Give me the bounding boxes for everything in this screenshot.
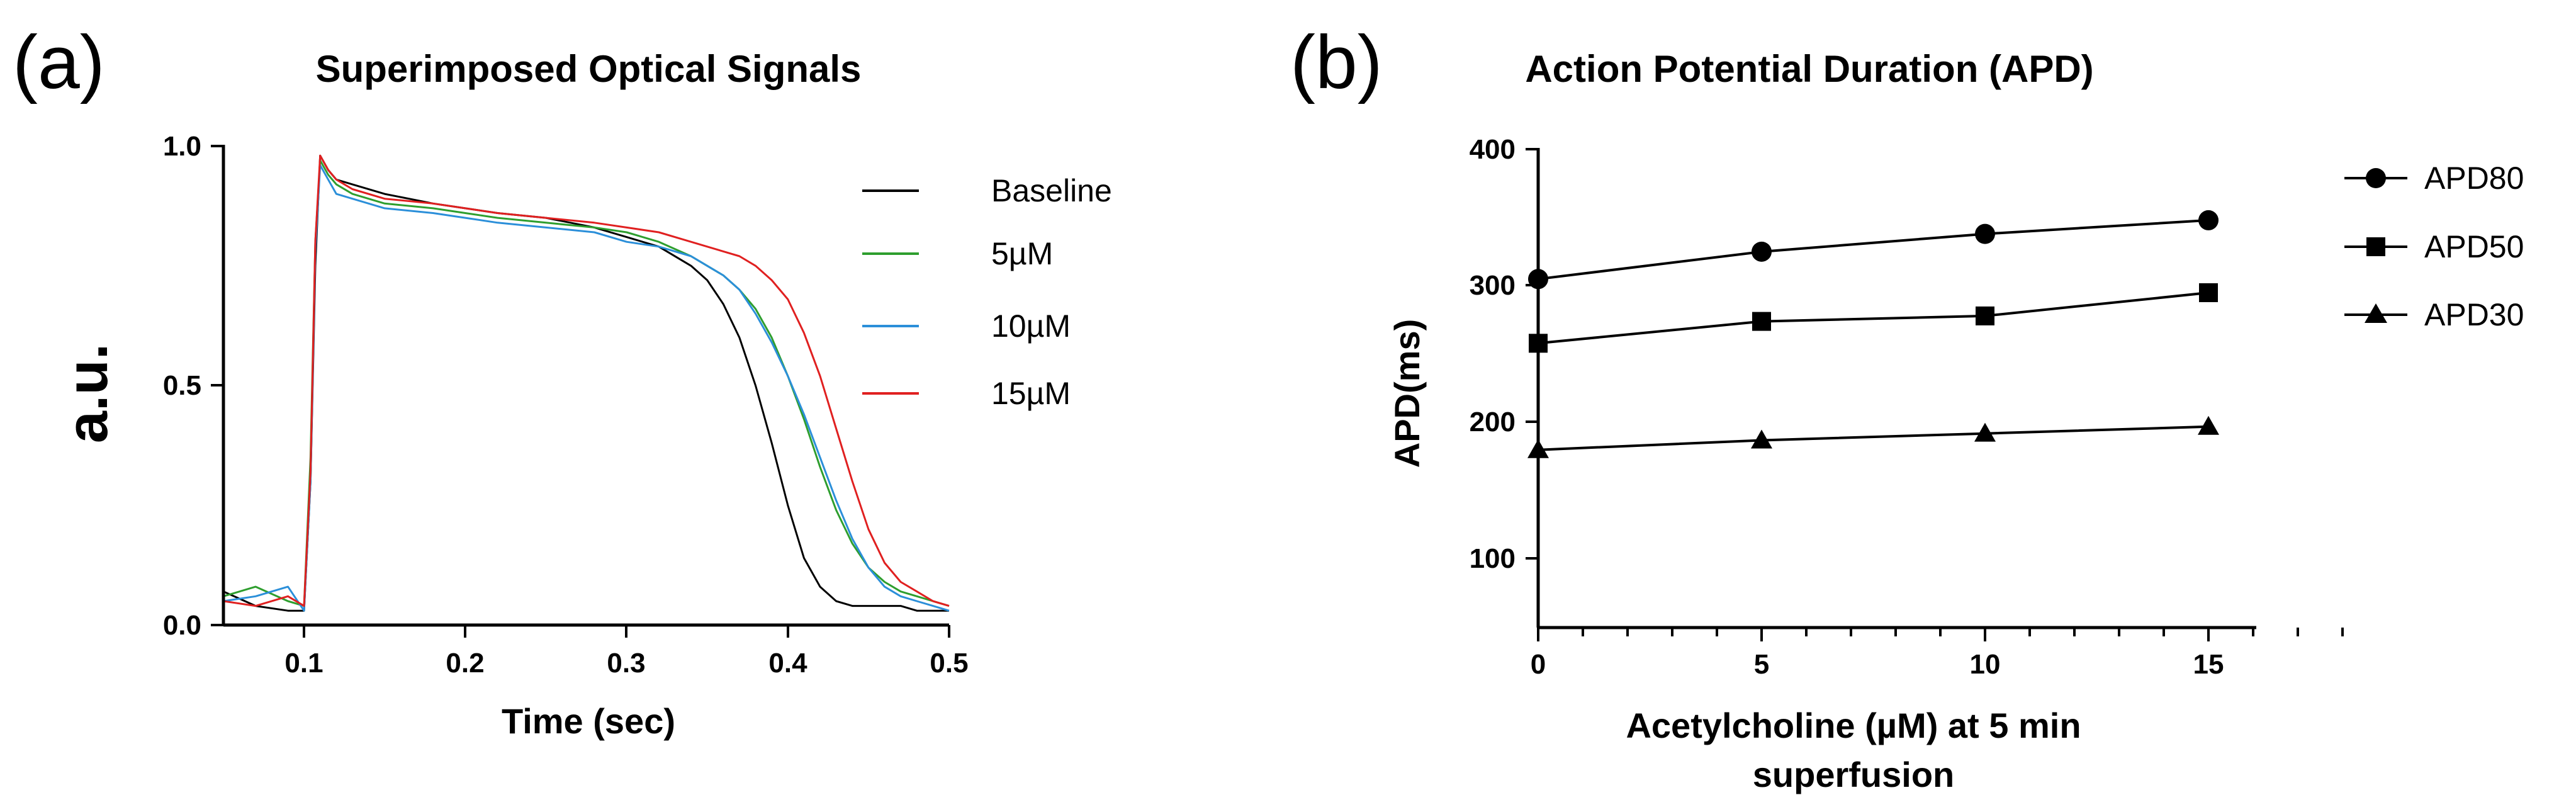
- panel-b-legend: APD80 APD50 APD30: [2344, 161, 2524, 332]
- trace-5m: [223, 159, 950, 607]
- panel-a-legend: Baseline 5µM 10µM 15µM: [862, 173, 1112, 411]
- legend-label-10um: 10µM: [991, 308, 1071, 344]
- legend-label-15um: 15µM: [991, 376, 1071, 411]
- panel-b-plot: [1527, 210, 2219, 458]
- panel-b-y-ticks: 400 300 200 100: [1470, 134, 1538, 574]
- panel-a-xtick-label: 0.2: [446, 648, 484, 679]
- legend-marker-apd30: [2365, 303, 2387, 323]
- point-apd80: [1975, 223, 1995, 244]
- panel-a-title: Superimposed Optical Signals: [316, 48, 862, 90]
- panel-b-xtick-label: 5: [1754, 649, 1769, 680]
- panel-b-ytick-label: 300: [1470, 270, 1516, 301]
- point-apd50: [1976, 306, 1994, 325]
- legend-label-5um: 5µM: [991, 236, 1053, 271]
- panel-a-ylabel: a.u.: [55, 344, 120, 443]
- panel-a-plot-lines: [223, 154, 950, 612]
- panel-a-letter: (a): [13, 20, 105, 104]
- panel-a: (a) Superimposed Optical Signals a.u. Ti…: [13, 20, 1112, 741]
- panel-b-xlabel-line2: superfusion: [1753, 755, 1954, 794]
- panel-b-x-ticks: 0 5 10 15: [1531, 628, 2344, 680]
- panel-a-x-ticks: 0.1 0.2 0.3 0.4 0.5: [284, 625, 969, 679]
- point-apd80: [2198, 210, 2219, 230]
- legend-label-apd50: APD50: [2424, 229, 2524, 264]
- line-apd30: [1538, 425, 2209, 451]
- legend-marker-apd80: [2366, 168, 2386, 188]
- trace-15m: [223, 154, 950, 607]
- panel-a-ytick-label: 1.0: [163, 131, 201, 162]
- line-apd50: [1538, 291, 2209, 345]
- panel-a-y-ticks: 0.0 0.5 1.0: [163, 131, 223, 641]
- panel-a-ytick-label: 0.0: [163, 610, 201, 641]
- panel-b: (b) Action Potential Duration (APD) APD(…: [1290, 20, 2524, 794]
- point-apd30: [1751, 429, 1772, 449]
- panel-b-ytick-label: 200: [1470, 407, 1516, 437]
- panel-a-xtick-label: 0.4: [768, 648, 807, 679]
- point-apd50: [2199, 283, 2218, 302]
- panel-b-title: Action Potential Duration (APD): [1525, 48, 2093, 90]
- panel-b-xtick-label: 15: [2193, 649, 2224, 680]
- panel-b-xtick-label: 0: [1531, 649, 1546, 680]
- point-apd50: [1752, 312, 1771, 331]
- point-apd30: [2198, 415, 2219, 435]
- legend-label-apd30: APD30: [2424, 297, 2524, 332]
- legend-label-baseline: Baseline: [991, 173, 1112, 208]
- line-apd80: [1538, 218, 2209, 281]
- point-apd80: [1752, 241, 1772, 262]
- panel-b-ytick-label: 100: [1470, 543, 1516, 574]
- panel-a-xtick-label: 0.5: [930, 648, 968, 679]
- point-apd30: [1974, 422, 1996, 442]
- panel-b-xtick-label: 10: [1970, 649, 2001, 680]
- legend-label-apd80: APD80: [2424, 161, 2524, 196]
- panel-a-ytick-label: 0.5: [163, 370, 201, 401]
- trace-baseline: [223, 154, 949, 612]
- panel-a-xtick-label: 0.1: [284, 648, 323, 679]
- panel-b-ytick-label: 400: [1470, 134, 1516, 165]
- panel-b-ylabel: APD(ms): [1387, 319, 1427, 468]
- trace-10m: [223, 164, 950, 612]
- legend-marker-apd50: [2366, 237, 2385, 256]
- panel-a-xtick-label: 0.3: [607, 648, 645, 679]
- panel-b-letter: (b): [1290, 20, 1383, 104]
- panel-a-xlabel: Time (sec): [502, 701, 675, 741]
- panel-b-xlabel-line1: Acetylcholine (µM) at 5 min: [1626, 706, 2081, 745]
